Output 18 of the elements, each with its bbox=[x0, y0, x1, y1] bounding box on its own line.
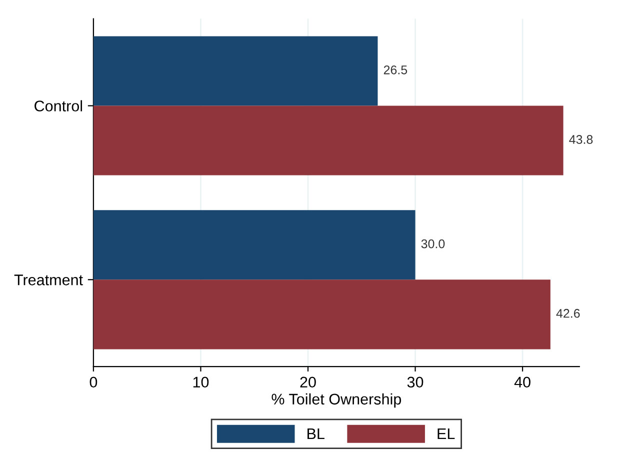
x-tick-label: 40 bbox=[514, 376, 530, 388]
y-tick-label: Control bbox=[34, 100, 82, 112]
x-tick-label: 20 bbox=[300, 376, 316, 388]
x-tick-label: 0 bbox=[90, 376, 98, 388]
x-axis-title: % Toilet Ownership bbox=[272, 393, 402, 408]
x-tick-label: 10 bbox=[193, 376, 209, 388]
bar bbox=[93, 210, 416, 280]
bar bbox=[93, 36, 378, 106]
data-label: 43.8 bbox=[569, 135, 593, 144]
data-label: 42.6 bbox=[556, 308, 580, 318]
data-label: 26.5 bbox=[384, 65, 408, 74]
x-tick-label: 30 bbox=[407, 376, 424, 388]
data-label: 30.0 bbox=[421, 239, 445, 248]
y-tick-label: Treatment bbox=[14, 274, 83, 286]
bar bbox=[93, 280, 550, 350]
bar bbox=[93, 106, 564, 176]
legend-label: EL bbox=[438, 428, 455, 440]
legend-label: BL bbox=[308, 428, 324, 440]
